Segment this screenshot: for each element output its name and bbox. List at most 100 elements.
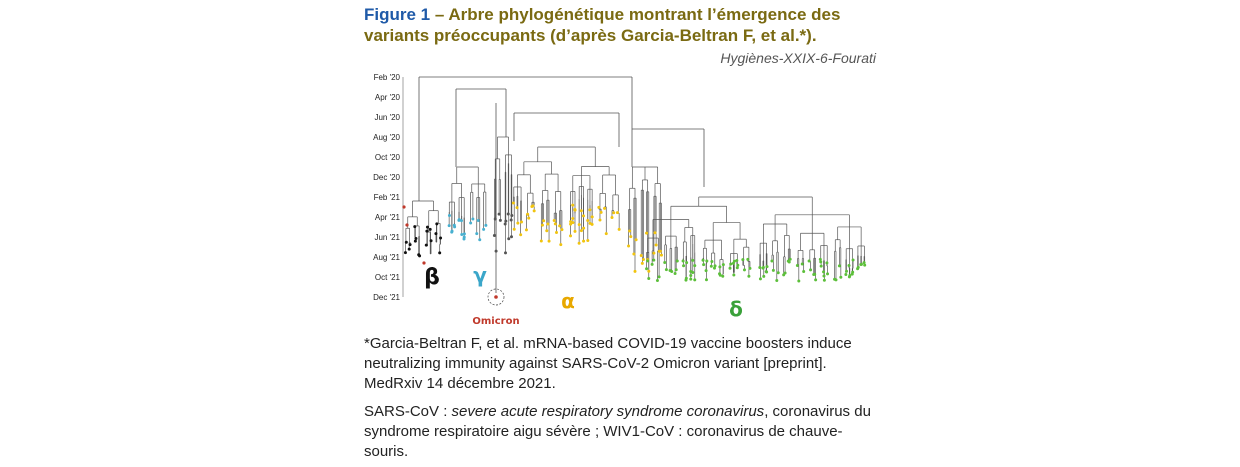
tree-tips (402, 201, 867, 306)
tip-point (586, 239, 590, 243)
tip-point (673, 272, 677, 276)
tip-point (435, 222, 439, 226)
caption-dash: – (430, 5, 449, 24)
y-tick-label: Oct '20 (375, 153, 401, 162)
tip-point (552, 218, 556, 222)
tip-point (475, 232, 479, 236)
tip-point (471, 217, 475, 221)
clade-labels: β γ Omicron α δ (424, 263, 743, 327)
tip-point (586, 219, 590, 223)
tip-point (647, 277, 651, 281)
tip-point (582, 214, 586, 218)
y-tick-label: Jun '20 (374, 113, 400, 122)
tip-point (826, 272, 830, 276)
tip-point (650, 262, 654, 266)
y-tick-label: Feb '21 (374, 193, 401, 202)
tip-point (413, 239, 417, 243)
tip-point (577, 223, 581, 227)
tip-point (639, 253, 643, 257)
sars-sep: : (439, 403, 452, 420)
tip-point (540, 223, 544, 227)
tip-point (604, 232, 608, 236)
tip-point (516, 221, 520, 225)
footnote-abbreviations: SARS-CoV : severe acute respiratory synd… (364, 402, 884, 462)
tip-point (492, 234, 496, 238)
tip-point (553, 222, 557, 226)
tip-point (641, 258, 645, 262)
tip-point (424, 243, 428, 247)
tip-point (851, 258, 855, 262)
tip-point (450, 229, 454, 233)
tip-point (732, 273, 736, 277)
tip-point (503, 222, 507, 226)
tip-point (588, 208, 592, 212)
tip-point (822, 274, 826, 278)
tip-point (844, 269, 848, 273)
tip-point (633, 269, 637, 273)
tip-point (802, 269, 806, 273)
tip-point (844, 272, 848, 276)
tip-point (863, 263, 867, 267)
tip-point (571, 216, 575, 220)
tip-point (653, 231, 657, 235)
tip-point (742, 268, 746, 272)
tip-point (702, 263, 706, 267)
tip-point (721, 274, 725, 278)
tip-point (558, 224, 562, 228)
tip-point (859, 262, 863, 266)
tip-point (629, 235, 633, 239)
tip-point (652, 251, 656, 255)
tip-point (664, 268, 668, 272)
tip-point (428, 227, 432, 231)
y-tick-label: Aug '21 (373, 253, 400, 262)
tip-point (404, 240, 408, 244)
tip-point (795, 263, 799, 267)
tip-point (704, 269, 708, 273)
tip-point (527, 216, 531, 220)
tip-point (652, 258, 656, 262)
tip-point (741, 258, 745, 262)
tip-point (658, 249, 662, 253)
tip-point (837, 264, 841, 268)
tip-point (685, 261, 689, 265)
tip-point (519, 220, 523, 224)
tip-point (819, 264, 823, 268)
tip-point (498, 218, 502, 222)
tip-point (654, 243, 658, 247)
tip-point (510, 235, 513, 239)
tip-point (663, 260, 667, 264)
figure-label: Figure 1 (364, 5, 431, 24)
tip-point (822, 270, 826, 274)
tip-point (705, 259, 709, 263)
tip-point (758, 277, 762, 281)
tip-point (659, 253, 663, 257)
tip-point (813, 272, 817, 276)
tip-point (554, 231, 558, 235)
tip-point (610, 215, 614, 219)
tip-point (569, 222, 573, 226)
tip-point (691, 258, 695, 262)
tip-point (718, 265, 722, 269)
tip-point (509, 218, 513, 222)
tip-point (510, 213, 514, 217)
clade-label: β (424, 265, 440, 290)
tip-point (758, 265, 762, 269)
tip-point (783, 271, 787, 275)
tip-point (546, 222, 550, 226)
tip-point (532, 209, 536, 213)
tip-point (598, 218, 602, 222)
tip-point (447, 224, 451, 228)
tip-point (675, 259, 679, 263)
figure-credit: Hygiènes-XXIX-6-Fourati (720, 50, 876, 66)
tip-point (689, 274, 693, 278)
tip-point (721, 263, 725, 267)
tip-point (691, 271, 695, 275)
y-axis: Feb '20 Apr '20 Jun '20 Aug '20 Oct '20 Dec '… (373, 73, 404, 302)
tip-point (425, 225, 429, 229)
tip-point (770, 259, 774, 263)
tip-point (504, 251, 507, 255)
tip-point (640, 261, 644, 265)
clade-label: α (561, 289, 575, 313)
tip-point (788, 257, 792, 261)
tip-point (582, 226, 586, 230)
